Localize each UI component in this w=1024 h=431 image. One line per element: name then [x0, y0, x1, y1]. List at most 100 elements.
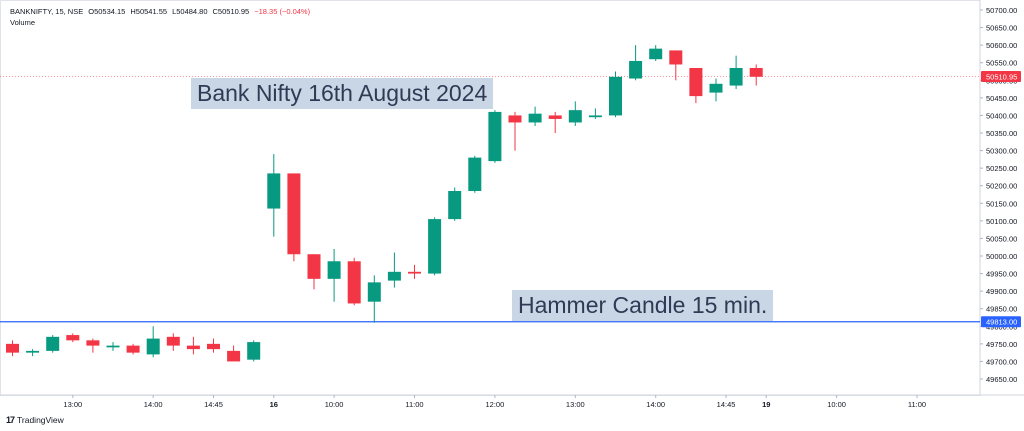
- x-tick-label: 14:00: [144, 400, 163, 409]
- open-value: O50534.15: [88, 7, 126, 16]
- candle: [347, 257, 361, 306]
- x-tick-label: 14:00: [646, 400, 665, 409]
- y-tick-label: 49750.00: [986, 340, 1017, 349]
- candle: [689, 67, 703, 104]
- plot-frame: [0, 0, 981, 396]
- y-tick-label: 49650.00: [986, 375, 1017, 384]
- symbol-label[interactable]: BANKNIFTY, 15, NSE: [10, 7, 84, 16]
- candle-body-down: [6, 343, 19, 353]
- candle: [207, 338, 220, 353]
- last-price-tag: 50510.95: [986, 72, 1017, 81]
- candle-body-up: [468, 157, 482, 191]
- x-tick-label: 10:00: [325, 400, 344, 409]
- y-tick-label: 50550.00: [986, 59, 1017, 68]
- candle-body-down: [408, 271, 421, 274]
- candle-body-up: [609, 76, 622, 116]
- candle-body-up: [488, 111, 502, 162]
- low-value: L50484.80: [172, 7, 208, 16]
- change-value: −18.35 (−0.04%): [254, 7, 311, 16]
- x-tick-label: 11:00: [405, 400, 423, 409]
- candle-body-down: [689, 67, 703, 97]
- support-level-tag: 49813.00: [986, 318, 1017, 327]
- candle: [749, 64, 763, 86]
- candle: [247, 340, 261, 362]
- candle-body-up: [46, 336, 60, 351]
- candle: [267, 154, 281, 237]
- candle-body-up: [247, 342, 261, 360]
- candle: [86, 338, 100, 353]
- candle-body-up: [387, 271, 401, 281]
- support-level-tag-bg: [981, 316, 1021, 328]
- y-tick-label: 49950.00: [986, 270, 1017, 279]
- candle: [46, 335, 60, 353]
- candle-body-up: [528, 113, 542, 123]
- candle: [428, 217, 442, 276]
- y-tick-label: 49900.00: [986, 287, 1017, 296]
- y-tick-label: 50300.00: [986, 147, 1017, 156]
- x-tick-label: 11:00: [908, 400, 926, 409]
- y-tick-label: 50100.00: [986, 217, 1017, 226]
- candle: [327, 248, 341, 302]
- candle: [26, 349, 40, 357]
- candle: [126, 343, 140, 355]
- candle: [146, 326, 160, 358]
- y-tick-label: 50400.00: [986, 111, 1017, 120]
- y-tick-label: 50050.00: [986, 234, 1017, 243]
- y-tick-label: 50250.00: [986, 164, 1017, 173]
- candle-body-up: [729, 67, 743, 86]
- candle-body-down: [66, 335, 80, 341]
- last-price-tag-bg: [981, 70, 1021, 82]
- candle: [709, 78, 723, 102]
- candle: [548, 111, 562, 133]
- candle: [66, 333, 80, 343]
- candle: [528, 106, 542, 126]
- candle-body-down: [166, 336, 180, 346]
- volume-indicator-label[interactable]: Volume: [10, 18, 36, 27]
- candle: [186, 336, 200, 355]
- hammer-candle-annotation: Hammer Candle 15 min.: [512, 290, 774, 321]
- candle-body-down: [347, 261, 361, 304]
- candle-body-up: [649, 48, 663, 60]
- tradingview-logo[interactable]: 17 TradingView: [6, 415, 64, 425]
- high-value: H50541.55: [130, 7, 168, 16]
- candle-body-up: [428, 219, 442, 274]
- x-tick-label: 16: [270, 400, 278, 409]
- x-tick-label: 13:00: [566, 400, 585, 409]
- y-tick-label: 50450.00: [986, 94, 1017, 103]
- candle-body-up: [367, 282, 381, 302]
- candle: [408, 264, 421, 279]
- candle: [6, 340, 19, 357]
- candle: [448, 187, 462, 221]
- candle: [307, 254, 321, 290]
- candle-body-down: [207, 343, 220, 350]
- candle-body-down: [227, 350, 241, 362]
- candle: [106, 342, 120, 351]
- candle: [468, 155, 482, 193]
- candle-body-up: [106, 345, 120, 348]
- candle: [729, 55, 743, 90]
- x-tick-label: 13:00: [63, 400, 82, 409]
- x-tick-label: 10:00: [827, 400, 846, 409]
- candle-body-up: [267, 173, 281, 209]
- y-tick-label: 49700.00: [986, 357, 1017, 366]
- y-tick-label: 50700.00: [986, 6, 1017, 15]
- candle: [488, 110, 502, 163]
- y-tick-label: 50200.00: [986, 182, 1017, 191]
- y-tick-label: 49850.00: [986, 305, 1017, 314]
- y-tick-label: 50650.00: [986, 24, 1017, 33]
- candle-body-up: [146, 338, 160, 355]
- candle: [649, 45, 663, 61]
- candle: [588, 108, 602, 119]
- candle-body-down: [548, 115, 562, 119]
- y-tick-label: 50000.00: [986, 252, 1017, 261]
- candle-body-up: [709, 83, 723, 93]
- chart-title-annotation: Bank Nifty 16th August 2024: [191, 78, 494, 109]
- candle-body-down: [749, 67, 763, 77]
- y-tick-label: 50600.00: [986, 41, 1017, 50]
- candle-body-down: [508, 115, 522, 123]
- candle: [166, 333, 180, 351]
- candle-body-up: [629, 60, 643, 79]
- candle: [287, 173, 301, 262]
- x-tick-label: 14:45: [717, 400, 736, 409]
